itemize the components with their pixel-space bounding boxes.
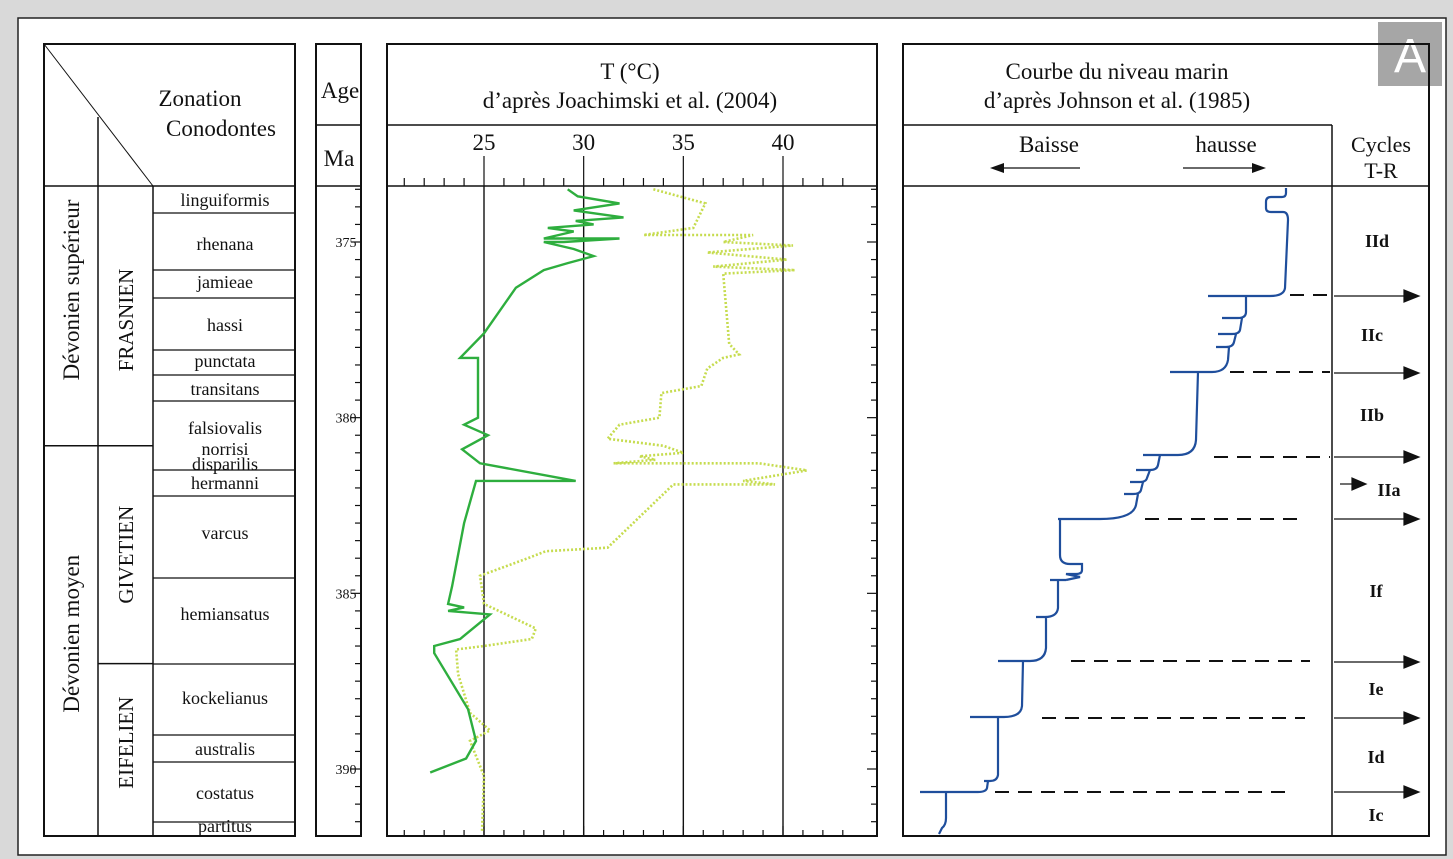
zone-label-rhenana: rhenana	[197, 234, 254, 254]
sea-level-curve	[920, 188, 1290, 835]
temperature-curve-solid	[429, 188, 624, 774]
cycles-header-line2: T-R	[1364, 158, 1398, 183]
temperature-curves	[429, 188, 808, 833]
cycle-label-IId: IId	[1365, 231, 1389, 251]
zone-label-disparilis: disparilis	[192, 454, 258, 474]
cycle-label-IIa: IIa	[1377, 480, 1400, 500]
baisse-arrow	[990, 163, 1080, 173]
stage-label: FRASNIEN	[114, 269, 138, 372]
zone-label-transitans: transitans	[191, 379, 260, 399]
zone-label-punctata: punctata	[195, 351, 256, 371]
temperature-panel: T (°C) d’après Joachimski et al. (2004) …	[386, 43, 878, 837]
cycle-label-Ie: Ie	[1369, 679, 1384, 699]
sea-level-source: d’après Johnson et al. (1985)	[984, 88, 1250, 113]
sea-level-panel: Courbe du niveau marin d’après Johnson e…	[902, 43, 1430, 837]
figure-panel	[17, 17, 1447, 856]
cycle-label-Ic: Ic	[1369, 805, 1384, 825]
strat-header-diagonal	[43, 43, 154, 187]
cycle-label-If: If	[1370, 581, 1384, 601]
age-tick-label: 375	[336, 236, 357, 251]
zones-group: linguiformis rhenana jamieae hassi punctata t…	[153, 190, 295, 836]
age-axis: 375 380 385 390	[336, 188, 361, 823]
strat-frame	[43, 43, 296, 837]
stage-label: GIVETIEN	[114, 506, 138, 604]
temp-tick-label: 35	[672, 130, 695, 155]
temperature-title: T (°C)	[600, 59, 659, 84]
panel-label: A	[1394, 30, 1426, 83]
sea-level-right-label: hausse	[1195, 132, 1256, 157]
temperature-curve-dotted	[454, 188, 808, 833]
cycle-arrows	[1334, 289, 1421, 799]
zone-label-varcus: varcus	[202, 523, 249, 543]
sea-level-frame	[902, 43, 1430, 837]
sea-level-title: Courbe du niveau marin	[1006, 59, 1229, 84]
temperature-frame	[386, 43, 878, 837]
zone-label-kockelianus: kockelianus	[182, 688, 268, 708]
series-label: Dévonien moyen	[59, 554, 84, 712]
zone-label-hermanni: hermanni	[191, 473, 259, 493]
cycle-boundaries	[995, 294, 1330, 793]
age-tick-label: 385	[336, 587, 357, 602]
zonation-header-line1: Zonation	[158, 86, 242, 111]
zone-label-hemiansatus: hemiansatus	[181, 604, 270, 624]
series-group: Dévonien supérieur Dévonien moyen	[44, 199, 153, 713]
zone-label-hassi: hassi	[207, 315, 243, 335]
age-tick-label: 380	[336, 412, 357, 427]
age-frame	[315, 43, 362, 837]
age-title: Age	[321, 78, 359, 103]
temp-tick-label: 30	[572, 130, 595, 155]
zone-label-partitus: partitus	[198, 816, 252, 836]
age-tick-label: 390	[336, 763, 357, 778]
zone-label-jamieae: jamieae	[196, 272, 253, 292]
age-unit: Ma	[324, 146, 355, 171]
zone-label-linguiformis: linguiformis	[181, 190, 270, 210]
panel-label-box	[1378, 22, 1442, 86]
stratigraphy-column: Zonation Conodontes Dévonien supérieurDé…	[43, 43, 296, 837]
cycle-label-IIc: IIc	[1361, 325, 1383, 345]
cycles-header-line1: Cycles	[1351, 132, 1411, 157]
zonation-header-line2: Conodontes	[166, 116, 276, 141]
cycle-labels: IId IIc IIb IIa If Ie Id Ic	[1360, 231, 1401, 825]
temp-tick-label: 25	[473, 130, 496, 155]
cycle-label-Id: Id	[1367, 747, 1384, 767]
zone-label-falsiovalis: falsiovalis	[188, 418, 262, 438]
stage-label: EIFELIEN	[114, 697, 138, 789]
hausse-arrow	[1183, 163, 1266, 173]
temperature-source: d’après Joachimski et al. (2004)	[483, 88, 777, 113]
series-label: Dévonien supérieur	[59, 199, 84, 380]
zone-label-norrisi: norrisi	[202, 439, 249, 459]
temp-tick-label: 40	[772, 130, 795, 155]
temperature-axis: 25 30 35 40	[403, 130, 877, 836]
stages-group: FRASNIEN GIVETIEN EIFELIEN	[98, 269, 153, 789]
sea-level-left-label: Baisse	[1019, 132, 1079, 157]
zone-label-australis: australis	[195, 739, 255, 759]
zone-label-costatus: costatus	[196, 783, 254, 803]
age-column: Age Ma 375 380 385 390	[315, 43, 362, 837]
cycle-label-IIb: IIb	[1360, 405, 1384, 425]
